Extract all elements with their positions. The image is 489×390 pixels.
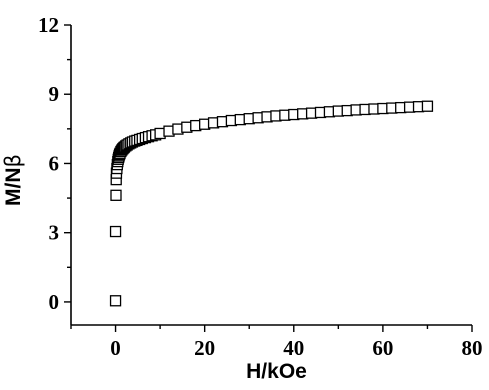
data-point [109,225,122,238]
x-tick-label: 40 [283,336,304,360]
y-axis-title: M/Nβ [1,154,25,206]
x-tick-label: 20 [194,336,215,360]
y-tick-label: 6 [49,151,60,175]
tick-labels: 0 20 40 60 80 0 3 6 9 12 [38,13,483,360]
data-point [421,100,434,112]
axes [70,25,472,326]
x-tick-label: 60 [372,336,393,360]
x-tick-label: 80 [462,336,483,360]
y-axis-title-main: M/N [2,167,25,206]
y-axis-title-symbol: β [1,154,25,167]
x-axis-title: H/kOe [246,360,307,383]
tick-marks [64,24,473,332]
data-points [109,100,434,307]
data-point [110,189,122,201]
y-tick-label: 9 [49,82,60,106]
x-tick-label: 0 [110,336,121,360]
data-point [109,295,122,307]
y-tick-label: 3 [49,221,60,245]
y-tick-label: 0 [49,290,60,314]
y-tick-label: 12 [38,13,59,37]
